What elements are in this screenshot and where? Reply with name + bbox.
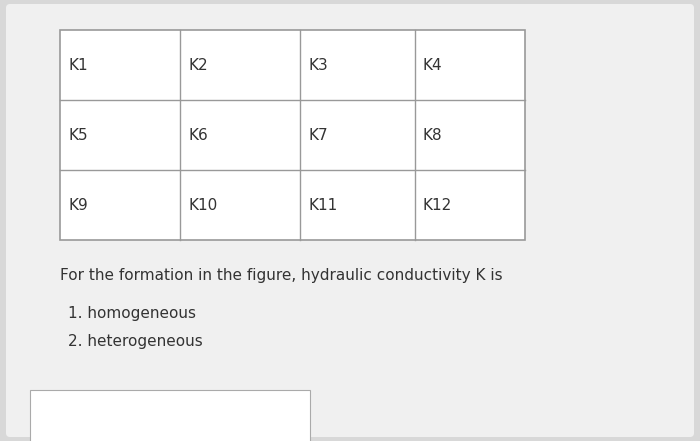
- Text: K6: K6: [188, 127, 208, 142]
- Bar: [60, 30, 525, 240]
- Text: 2. heterogeneous: 2. heterogeneous: [68, 334, 203, 349]
- Text: 1. homogeneous: 1. homogeneous: [68, 306, 196, 321]
- Text: K4: K4: [423, 57, 442, 72]
- Text: K9: K9: [68, 198, 88, 213]
- Text: For the formation in the figure, hydraulic conductivity K is: For the formation in the figure, hydraul…: [60, 268, 503, 283]
- FancyBboxPatch shape: [6, 4, 694, 437]
- Text: K7: K7: [308, 127, 328, 142]
- Text: K11: K11: [308, 198, 337, 213]
- Text: K1: K1: [68, 57, 88, 72]
- Text: K3: K3: [308, 57, 328, 72]
- Bar: [30, 390, 310, 441]
- Text: K8: K8: [423, 127, 442, 142]
- Text: K2: K2: [188, 57, 208, 72]
- Text: K12: K12: [423, 198, 452, 213]
- Text: K5: K5: [68, 127, 88, 142]
- Text: K10: K10: [188, 198, 217, 213]
